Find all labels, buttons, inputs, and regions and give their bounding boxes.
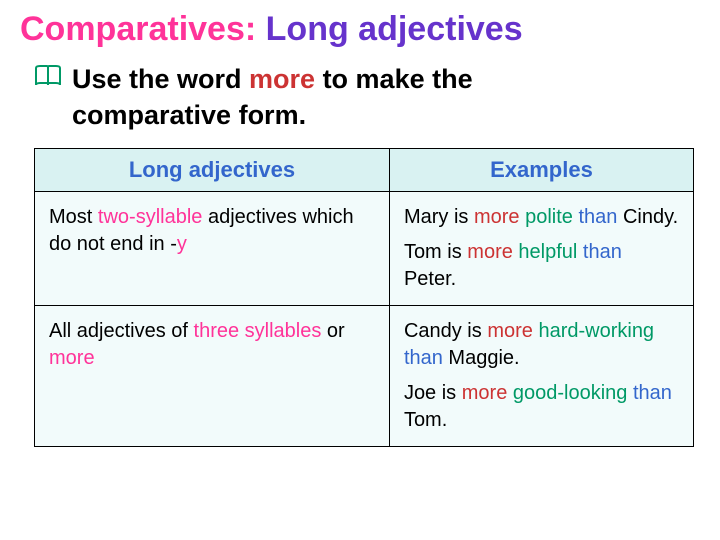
text-segment: than: [633, 382, 672, 404]
text-segment: than: [583, 241, 622, 263]
title-long-adjectives: Long adjectives: [266, 10, 523, 48]
text-segment: good-looking: [513, 382, 628, 404]
text-segment: hard-working: [538, 320, 654, 342]
example-cell: Candy is more hard-working than Maggie. …: [389, 305, 693, 446]
subtitle-text: Use the word more to make the comparativ…: [72, 61, 473, 134]
header-examples: Examples: [389, 148, 693, 191]
subtitle-segment: comparative form.: [72, 100, 306, 130]
subtitle-row: Use the word more to make the comparativ…: [34, 61, 700, 134]
text-segment: Candy is: [404, 320, 487, 342]
header-long-adjectives: Long adjectives: [35, 148, 390, 191]
rule-cell: Most two-syllable adjectives which do no…: [35, 191, 390, 305]
text-segment: Most: [49, 206, 98, 228]
example-sentence: Mary is more polite than Cindy.: [404, 204, 679, 231]
text-segment: Peter.: [404, 268, 456, 290]
text-segment: than: [404, 347, 443, 369]
subtitle-segment: Use the word: [72, 64, 249, 94]
text-segment: polite: [525, 206, 573, 228]
text-segment: All adjectives of: [49, 320, 194, 342]
text-segment: than: [578, 206, 617, 228]
text-segment: Cindy.: [617, 206, 678, 228]
example-sentence: Joe is more good-looking than Tom.: [404, 380, 679, 434]
text-segment: more: [487, 320, 533, 342]
text-segment: three syllables: [194, 320, 322, 342]
text-segment: y: [177, 233, 187, 255]
subtitle-more: more: [249, 64, 315, 94]
table-row: Most two-syllable adjectives which do no…: [35, 191, 694, 305]
book-icon: [34, 65, 62, 92]
table-row: All adjectives of three syllables or mor…: [35, 305, 694, 446]
text-segment: Tom.: [404, 409, 447, 431]
text-segment: more: [462, 382, 508, 404]
title-comparatives: Comparatives:: [20, 10, 256, 48]
text-segment: Tom is: [404, 241, 467, 263]
text-segment: two-syllable: [98, 206, 202, 228]
table-header-row: Long adjectives Examples: [35, 148, 694, 191]
example-sentence: Candy is more hard-working than Maggie.: [404, 318, 679, 372]
rule-cell: All adjectives of three syllables or mor…: [35, 305, 390, 446]
slide-title: Comparatives: Long adjectives: [20, 10, 700, 49]
text-segment: or: [321, 320, 344, 342]
example-cell: Mary is more polite than Cindy. Tom is m…: [389, 191, 693, 305]
text-segment: helpful: [518, 241, 577, 263]
text-segment: Maggie.: [443, 347, 520, 369]
text-segment: more: [467, 241, 513, 263]
text-segment: Mary is: [404, 206, 474, 228]
text-segment: more: [474, 206, 520, 228]
text-segment: more: [49, 347, 95, 369]
grammar-table: Long adjectives Examples Most two-syllab…: [34, 148, 694, 447]
example-sentence: Tom is more helpful than Peter.: [404, 239, 679, 293]
subtitle-segment: to make the: [315, 64, 473, 94]
text-segment: Joe is: [404, 382, 462, 404]
